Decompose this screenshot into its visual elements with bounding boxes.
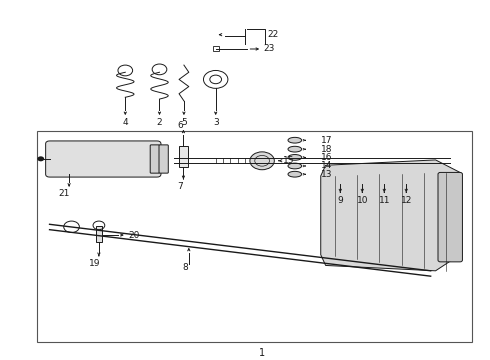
Text: 2: 2 bbox=[157, 118, 162, 127]
FancyBboxPatch shape bbox=[438, 172, 463, 262]
Text: 4: 4 bbox=[122, 118, 128, 127]
Bar bbox=[37, 131, 472, 342]
Text: 15: 15 bbox=[283, 156, 294, 165]
Ellipse shape bbox=[288, 171, 302, 177]
Text: 23: 23 bbox=[264, 45, 275, 54]
Polygon shape bbox=[321, 160, 460, 271]
Text: 3: 3 bbox=[213, 118, 219, 127]
FancyBboxPatch shape bbox=[159, 145, 168, 173]
Circle shape bbox=[250, 152, 274, 170]
Text: 13: 13 bbox=[321, 170, 332, 179]
Ellipse shape bbox=[288, 154, 302, 160]
Text: 16: 16 bbox=[321, 153, 332, 162]
Text: 1: 1 bbox=[259, 348, 265, 358]
Text: 18: 18 bbox=[321, 145, 332, 154]
Text: 8: 8 bbox=[182, 263, 188, 272]
Text: 17: 17 bbox=[321, 136, 332, 145]
Text: 10: 10 bbox=[357, 196, 368, 205]
Text: 7: 7 bbox=[178, 181, 183, 190]
FancyBboxPatch shape bbox=[150, 145, 159, 173]
Circle shape bbox=[37, 156, 44, 161]
Text: 12: 12 bbox=[400, 196, 412, 205]
Text: 21: 21 bbox=[58, 189, 70, 198]
Ellipse shape bbox=[288, 146, 302, 152]
Text: 20: 20 bbox=[129, 230, 140, 239]
Text: 6: 6 bbox=[178, 121, 183, 130]
Bar bbox=[96, 226, 102, 242]
Text: 11: 11 bbox=[378, 196, 390, 205]
Ellipse shape bbox=[288, 163, 302, 169]
Bar bbox=[213, 46, 219, 51]
Text: 9: 9 bbox=[338, 196, 343, 205]
Text: 14: 14 bbox=[321, 162, 332, 171]
Ellipse shape bbox=[288, 138, 302, 143]
Text: 19: 19 bbox=[89, 259, 100, 268]
Text: 22: 22 bbox=[267, 30, 278, 39]
Bar bbox=[179, 145, 188, 167]
FancyBboxPatch shape bbox=[46, 141, 161, 177]
Text: 5: 5 bbox=[181, 118, 187, 127]
